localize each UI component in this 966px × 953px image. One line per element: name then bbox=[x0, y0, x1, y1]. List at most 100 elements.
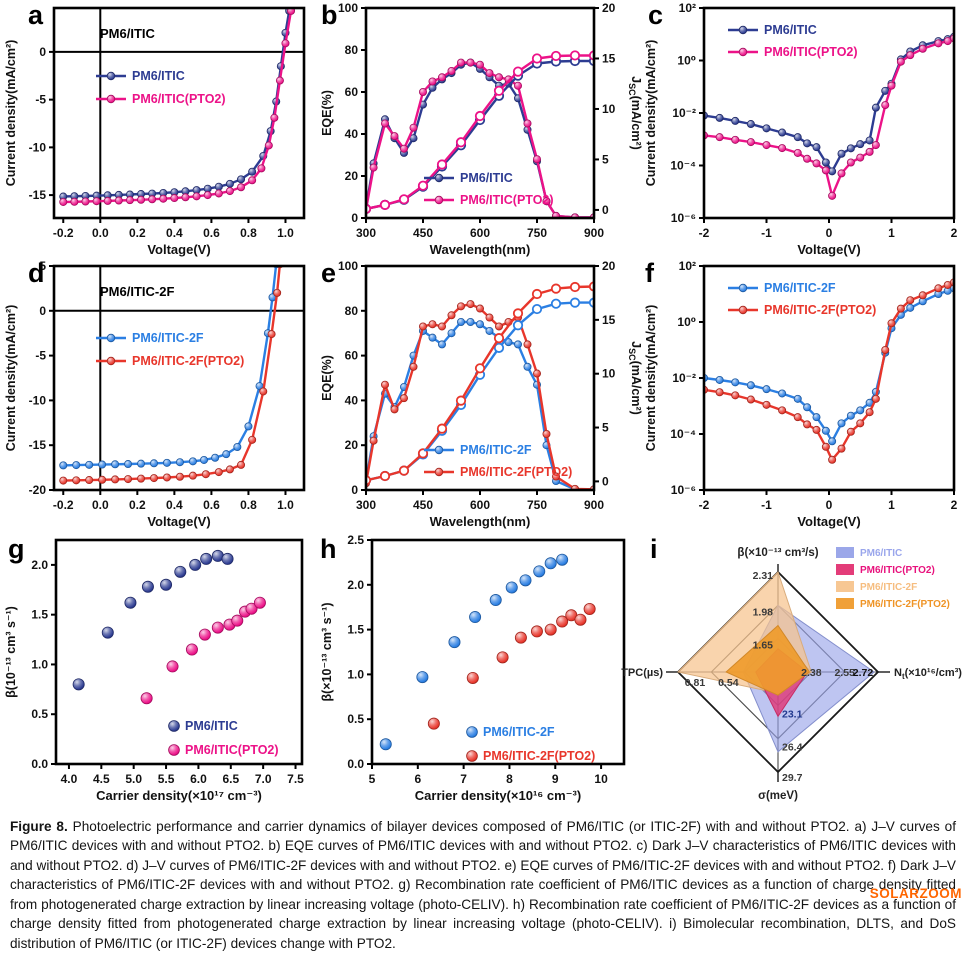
svg-text:20: 20 bbox=[602, 1, 616, 15]
svg-text:-5: -5 bbox=[35, 349, 46, 363]
svg-text:-10: -10 bbox=[29, 393, 47, 407]
panel-letter-c: c bbox=[648, 0, 664, 30]
svg-text:1.98: 1.98 bbox=[753, 606, 774, 618]
panel-b: b 300 450 600 750 900 0 20 40 60 80 100 0 5 10 15 20 Wav… bbox=[316, 0, 643, 258]
svg-text:PM6/ITIC: PM6/ITIC bbox=[764, 23, 817, 37]
svg-text:40: 40 bbox=[345, 127, 359, 141]
panel-e: e 300 450 600 750 900 0 20 40 60 80 100 0 5 10 15 20 Wav… bbox=[316, 258, 643, 530]
svg-text:β(×10⁻¹³ cm³/s): β(×10⁻¹³ cm³/s) bbox=[737, 547, 818, 559]
caption-label: Figure 8. bbox=[10, 819, 68, 834]
svg-text:10²: 10² bbox=[679, 1, 696, 15]
svg-text:10: 10 bbox=[602, 102, 616, 116]
svg-text:100: 100 bbox=[338, 1, 358, 15]
svg-text:0.0: 0.0 bbox=[31, 757, 48, 771]
svg-text:PM6/ITIC-2F(PTO2): PM6/ITIC-2F(PTO2) bbox=[483, 749, 595, 763]
svg-text:0.8: 0.8 bbox=[240, 226, 257, 240]
svg-text:40: 40 bbox=[345, 393, 359, 407]
svg-text:PM6/ITIC-2F: PM6/ITIC-2F bbox=[483, 725, 555, 739]
svg-text:-2: -2 bbox=[699, 226, 710, 240]
svg-text:8: 8 bbox=[506, 772, 513, 786]
svg-text:6: 6 bbox=[414, 772, 421, 786]
chart-jv-pm6-itic: -0.2 0.0 0.2 0.4 0.6 0.8 1.0 0 -5 -10 -15 Voltage(V… bbox=[4, 6, 306, 257]
svg-text:5: 5 bbox=[602, 421, 609, 435]
svg-text:0.5: 0.5 bbox=[347, 712, 364, 726]
svg-text:0: 0 bbox=[39, 45, 46, 59]
svg-text:Current density(mA/cm²): Current density(mA/cm²) bbox=[4, 40, 18, 187]
svg-text:-0.2: -0.2 bbox=[53, 226, 74, 240]
chart-beta-pm6-itic2f: 5 6 7 8 9 10 0.0 0.5 1.0 1.5 2.0 2.5 Carrier density… bbox=[320, 533, 626, 803]
svg-text:2.72: 2.72 bbox=[853, 667, 874, 679]
svg-text:5: 5 bbox=[602, 152, 609, 166]
svg-text:2: 2 bbox=[951, 498, 958, 512]
svg-text:PM6/ITIC(PTO2): PM6/ITIC(PTO2) bbox=[764, 45, 858, 59]
svg-text:1: 1 bbox=[888, 498, 895, 512]
svg-text:JSC(mA/cm²): JSC(mA/cm²) bbox=[627, 76, 643, 150]
panel-letter-f: f bbox=[645, 258, 654, 288]
svg-text:0: 0 bbox=[351, 211, 358, 225]
svg-text:-10: -10 bbox=[29, 140, 47, 154]
svg-text:15: 15 bbox=[602, 51, 616, 65]
panel-a: a -0.2 0.0 0.2 0.4 0.6 0.8 1.0 0 -5 -10 -15 Voltage… bbox=[0, 0, 316, 258]
svg-text:10⁰: 10⁰ bbox=[677, 54, 696, 68]
svg-text:Carrier density(×10¹⁷ cm⁻³): Carrier density(×10¹⁷ cm⁻³) bbox=[96, 788, 262, 803]
svg-text:10⁻⁴: 10⁻⁴ bbox=[670, 159, 696, 173]
svg-text:PM6/ITIC: PM6/ITIC bbox=[860, 548, 902, 559]
svg-text:1.0: 1.0 bbox=[277, 226, 294, 240]
svg-text:450: 450 bbox=[413, 226, 433, 240]
svg-text:PM6/ITIC-2F: PM6/ITIC-2F bbox=[100, 284, 174, 299]
svg-text:PM6/ITIC-2F(PTO2): PM6/ITIC-2F(PTO2) bbox=[460, 465, 572, 479]
caption-text: Photoelectric performance and carrier dy… bbox=[10, 819, 957, 951]
panel-h: h 5 6 7 8 9 10 0.0 0.5 1.0 1.5 2.0 2.5 Carrier densi… bbox=[316, 530, 640, 810]
svg-text:10: 10 bbox=[602, 367, 616, 381]
svg-text:1.0: 1.0 bbox=[347, 667, 364, 681]
panel-d: d -0.2 0.0 0.2 0.4 0.6 0.8 1.0 5 0 -5 -10 -15 -20 Vol… bbox=[0, 258, 316, 530]
svg-text:1.5: 1.5 bbox=[31, 608, 48, 622]
svg-text:0: 0 bbox=[602, 474, 609, 488]
svg-text:1.65: 1.65 bbox=[753, 640, 774, 652]
svg-text:2.0: 2.0 bbox=[347, 578, 364, 592]
svg-text:Nt(×10¹⁶/cm³): Nt(×10¹⁶/cm³) bbox=[894, 667, 962, 681]
svg-text:9: 9 bbox=[552, 772, 559, 786]
svg-text:JSC(mA/cm²): JSC(mA/cm²) bbox=[627, 341, 643, 415]
svg-text:0.0: 0.0 bbox=[347, 757, 364, 771]
svg-text:Wavelength(nm): Wavelength(nm) bbox=[430, 242, 531, 257]
svg-text:0.2: 0.2 bbox=[129, 226, 146, 240]
svg-text:23.1: 23.1 bbox=[782, 708, 803, 720]
panel-c: c -2 -1 0 1 2 10² 10⁰ 10⁻² 10⁻⁴ 10⁻⁶ Voltage(V) Cur… bbox=[640, 0, 966, 258]
svg-text:20: 20 bbox=[602, 259, 616, 273]
svg-text:600: 600 bbox=[470, 498, 490, 512]
chart-eqe-pm6-itic: 300 450 600 750 900 0 20 40 60 80 100 0 5 10 15 20 Wavel… bbox=[320, 1, 643, 257]
chart-eqe-pm6-itic2f: 300 450 600 750 900 0 20 40 60 80 100 0 5 10 15 20 Wavel… bbox=[320, 259, 643, 529]
svg-text:PM6/ITIC: PM6/ITIC bbox=[132, 69, 185, 83]
svg-text:0.4: 0.4 bbox=[166, 226, 183, 240]
panel-letter-i: i bbox=[650, 534, 658, 564]
svg-text:-15: -15 bbox=[29, 188, 47, 202]
svg-text:80: 80 bbox=[345, 304, 359, 318]
svg-text:10⁰: 10⁰ bbox=[677, 315, 696, 329]
svg-text:2.38: 2.38 bbox=[801, 667, 822, 679]
svg-text:2.5: 2.5 bbox=[347, 533, 364, 547]
svg-text:σ(meV): σ(meV) bbox=[758, 790, 798, 802]
svg-text:7: 7 bbox=[460, 772, 467, 786]
svg-text:0: 0 bbox=[826, 226, 833, 240]
svg-text:-1: -1 bbox=[761, 226, 772, 240]
svg-text:450: 450 bbox=[413, 498, 433, 512]
figure-caption: Figure 8. Photoelectric performance and … bbox=[0, 810, 966, 953]
svg-text:7.5: 7.5 bbox=[287, 772, 304, 786]
svg-text:PM6/ITIC-2F(PTO2): PM6/ITIC-2F(PTO2) bbox=[764, 303, 876, 317]
chart-dark-jv-pm6-itic2f: -2 -1 0 1 2 10² 10⁰ 10⁻² 10⁻⁴ 10⁻⁶ Voltage(V) Curre… bbox=[644, 259, 958, 529]
svg-text:Voltage(V): Voltage(V) bbox=[147, 242, 210, 257]
svg-text:10: 10 bbox=[594, 772, 608, 786]
svg-text:β(×10⁻¹³ cm³ s⁻¹): β(×10⁻¹³ cm³ s⁻¹) bbox=[320, 603, 334, 702]
svg-text:10²: 10² bbox=[679, 259, 696, 273]
svg-text:6.5: 6.5 bbox=[222, 772, 239, 786]
svg-text:-1: -1 bbox=[761, 498, 772, 512]
svg-text:10⁻⁶: 10⁻⁶ bbox=[671, 211, 696, 225]
svg-text:20: 20 bbox=[345, 438, 359, 452]
svg-text:0: 0 bbox=[602, 203, 609, 217]
svg-text:2.31: 2.31 bbox=[753, 570, 774, 582]
svg-text:Current density(mA/cm²): Current density(mA/cm²) bbox=[4, 305, 18, 452]
watermark-text: SOLARZOOM bbox=[869, 886, 962, 901]
svg-text:PM6/ITIC: PM6/ITIC bbox=[100, 26, 156, 41]
svg-text:Voltage(V): Voltage(V) bbox=[797, 242, 860, 257]
